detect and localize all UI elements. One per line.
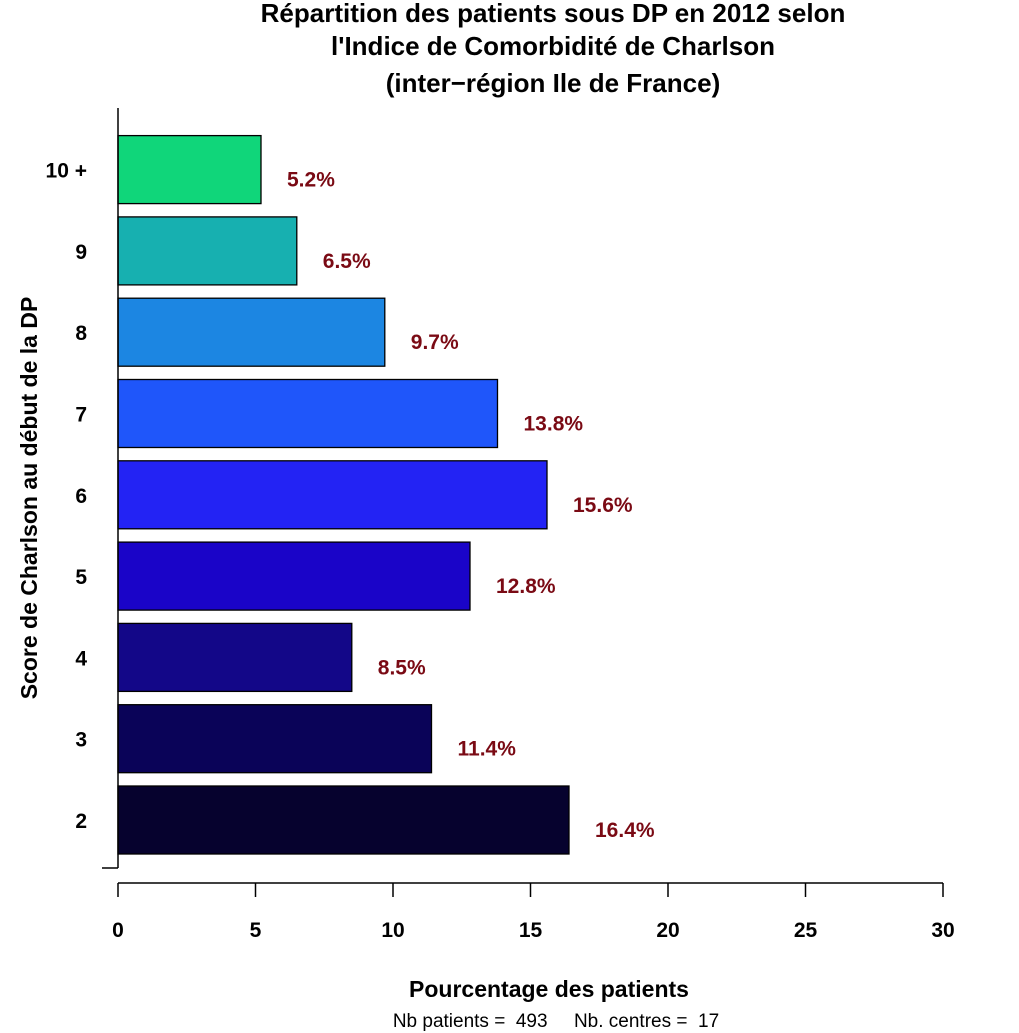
y-tick-label: 3 bbox=[75, 729, 87, 752]
x-tick-label: 30 bbox=[931, 919, 954, 942]
bars-group bbox=[117, 134, 570, 855]
bar-4 bbox=[117, 622, 353, 693]
data-label: 13.8% bbox=[524, 413, 584, 436]
bar-9 bbox=[117, 216, 298, 286]
footnote: Nb patients = 493 Nb. centres = 17 bbox=[393, 1011, 719, 1032]
data-label: 16.4% bbox=[595, 819, 655, 842]
x-tick-label: 10 bbox=[381, 919, 404, 942]
y-tick-label: 10 + bbox=[46, 160, 87, 183]
value-labels-group: 16.4% 11.4% 8.5% 12.8% 15.6% 13.8% 9.7% 6.5% 5.2… bbox=[287, 169, 655, 842]
x-axis: 0 5 10 15 20 25 30 bbox=[112, 882, 955, 942]
bar-6 bbox=[117, 460, 548, 530]
x-tick-label: 5 bbox=[250, 919, 262, 942]
bar-7 bbox=[117, 378, 499, 449]
x-tick-label: 25 bbox=[794, 919, 818, 942]
y-tick-label: 2 bbox=[75, 810, 87, 833]
bar-2 bbox=[117, 785, 570, 855]
data-label: 12.8% bbox=[496, 575, 556, 598]
data-label: 15.6% bbox=[573, 494, 633, 517]
x-tick-label: 20 bbox=[656, 919, 679, 942]
y-tick-label: 8 bbox=[75, 322, 87, 345]
chart-title: Répartition des patients sous DP en 2012… bbox=[261, 0, 846, 98]
chart-title-line: Répartition des patients sous DP en 2012… bbox=[261, 0, 846, 28]
data-label: 8.5% bbox=[378, 656, 426, 679]
x-axis-title: Pourcentage des patients bbox=[409, 976, 689, 1002]
y-tick-label: 7 bbox=[75, 404, 87, 427]
y-tick-label: 5 bbox=[75, 566, 87, 589]
data-label: 6.5% bbox=[323, 250, 371, 273]
bar-10 bbox=[117, 134, 262, 205]
chart-title-line: l'Indice de Comorbidité de Charlson bbox=[331, 31, 775, 61]
bar-8 bbox=[117, 297, 386, 367]
y-axis: 2 3 4 5 6 7 8 9 10 + bbox=[46, 108, 119, 869]
data-label: 11.4% bbox=[458, 738, 517, 761]
data-label: 9.7% bbox=[411, 331, 459, 354]
data-label: 5.2% bbox=[287, 169, 335, 192]
y-tick-label: 4 bbox=[75, 647, 87, 670]
chart-title-line: (inter−région Ile de France) bbox=[386, 68, 720, 98]
bar-5 bbox=[117, 541, 471, 611]
y-tick-label: 9 bbox=[75, 241, 87, 264]
y-axis-title: Score de Charlson au début de la DP bbox=[16, 297, 42, 700]
x-tick-label: 0 bbox=[112, 919, 124, 942]
x-tick-label: 15 bbox=[519, 919, 543, 942]
y-tick-label: 6 bbox=[75, 485, 87, 508]
bar-3 bbox=[117, 704, 433, 774]
